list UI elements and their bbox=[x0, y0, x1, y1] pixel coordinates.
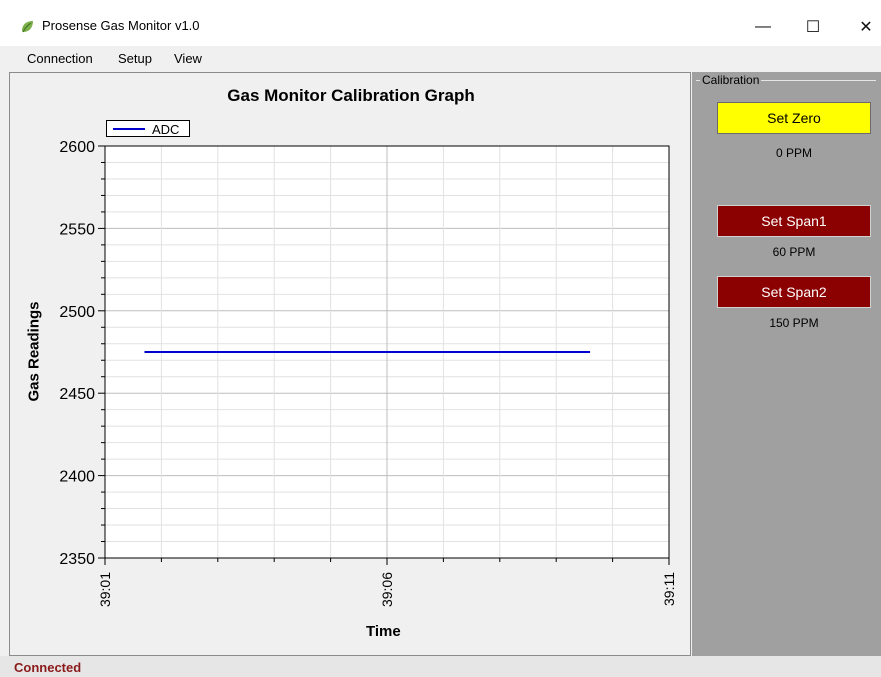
calibration-group bbox=[696, 80, 876, 651]
set-span1-button[interactable]: Set Span1 bbox=[717, 205, 871, 237]
maximize-icon: ☐ bbox=[805, 19, 821, 36]
calibration-group-label: Calibration bbox=[700, 73, 762, 87]
title-bar: Prosense Gas Monitor v1.0 — ☐ ✕ bbox=[0, 0, 881, 46]
plot-frame bbox=[104, 145, 670, 559]
y-tick-label: 2600 bbox=[59, 139, 95, 156]
y-tick-label: 2550 bbox=[59, 221, 95, 238]
chart-plot: 2350 2400 2450 2500 2550 2600 39:01 39:06 39:11 bbox=[59, 139, 677, 607]
graph-panel: Gas Monitor Calibration Graph ADC 2350 24… bbox=[9, 72, 691, 656]
x-tick-label: 39:11 bbox=[661, 572, 677, 606]
set-span2-button[interactable]: Set Span2 bbox=[717, 276, 871, 308]
close-button[interactable]: ✕ bbox=[843, 10, 881, 44]
close-icon: ✕ bbox=[859, 19, 873, 36]
span1-ppm-label: 60 PPM bbox=[772, 245, 816, 259]
status-bar: Connected bbox=[0, 656, 881, 677]
x-tick-label: 39:06 bbox=[379, 572, 395, 607]
zero-ppm-label: 0 PPM bbox=[775, 146, 812, 160]
y-tick-label: 2350 bbox=[59, 551, 95, 568]
y-tick-label: 2400 bbox=[59, 469, 95, 486]
y-axis-title: Gas Readings bbox=[25, 301, 43, 402]
maximize-button[interactable]: ☐ bbox=[790, 10, 836, 44]
chart-legend: ADC bbox=[106, 120, 190, 137]
minimize-button[interactable]: — bbox=[740, 10, 786, 44]
app-leaf-icon bbox=[22, 21, 33, 33]
x-tick-label: 39:01 bbox=[97, 572, 113, 607]
menu-view[interactable]: View bbox=[174, 51, 202, 66]
legend-label: ADC bbox=[152, 122, 180, 137]
menu-setup[interactable]: Setup bbox=[118, 51, 152, 66]
menu-connection[interactable]: Connection bbox=[27, 51, 93, 66]
legend-swatch bbox=[113, 128, 145, 130]
calibration-panel: Calibration Set Zero 0 PPM Set Span1 60 … bbox=[692, 72, 881, 656]
y-tick-label: 2500 bbox=[59, 304, 95, 321]
span2-ppm-label: 150 PPM bbox=[769, 316, 819, 330]
minimize-icon: — bbox=[755, 18, 771, 35]
set-zero-button[interactable]: Set Zero bbox=[717, 102, 871, 134]
y-tick-label: 2450 bbox=[59, 386, 95, 403]
connection-status: Connected bbox=[14, 660, 82, 675]
chart-title: Gas Monitor Calibration Graph bbox=[227, 86, 475, 105]
x-axis-title: Time bbox=[366, 623, 401, 640]
window-title: Prosense Gas Monitor v1.0 bbox=[42, 18, 200, 33]
menu-bar: Connection Setup View bbox=[0, 46, 881, 70]
